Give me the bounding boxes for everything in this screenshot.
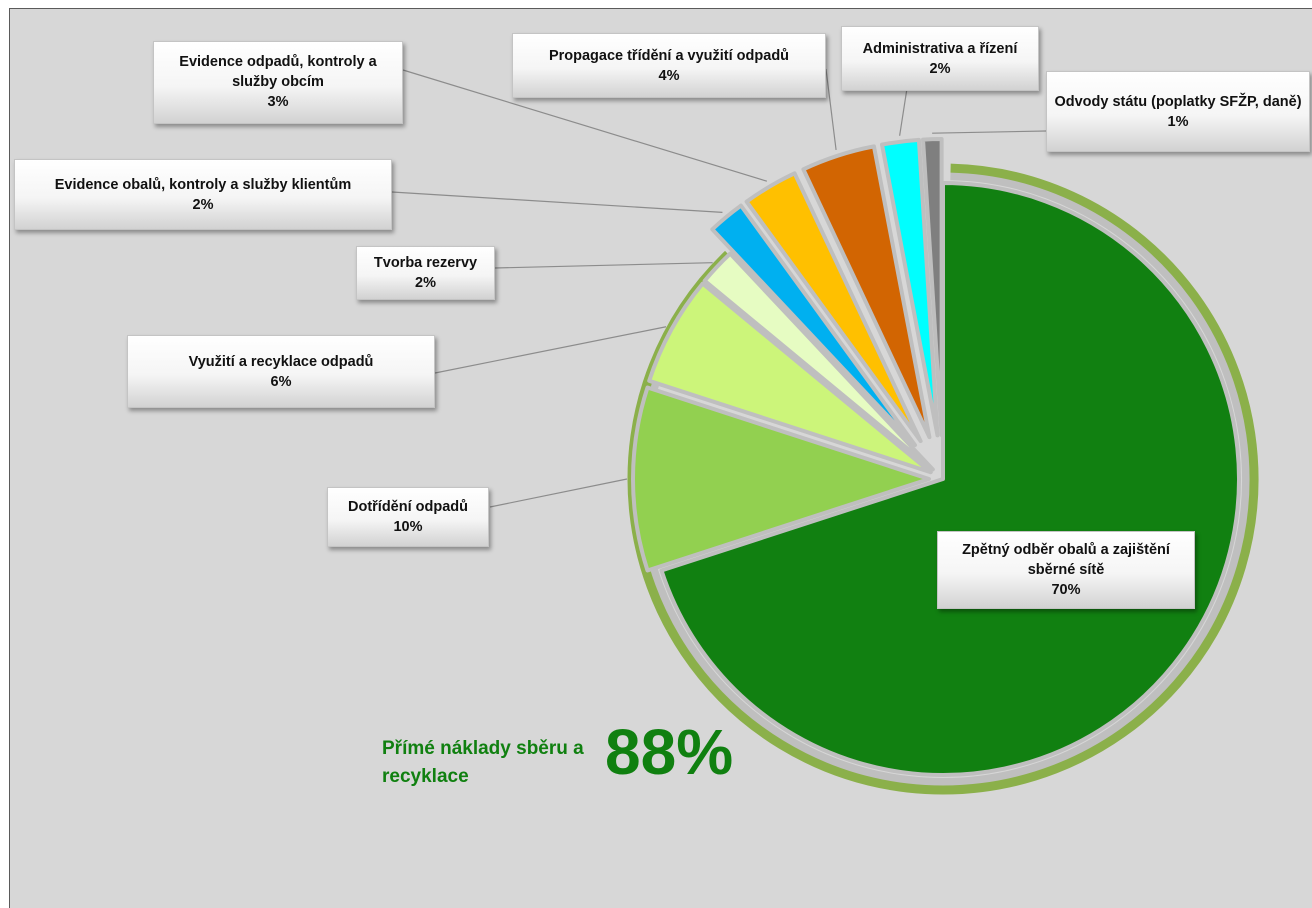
pie-slice-packaging-records bbox=[710, 203, 917, 448]
slice-label-text: Zpětný odběr obalů a zajištění sběrné sí… bbox=[962, 542, 1170, 578]
slice-label-sorting: Dotřídění odpadů 10% bbox=[327, 487, 489, 547]
slice-label-promotion: Propagace třídění a využití odpadů 4% bbox=[512, 33, 826, 98]
direct-costs-value: 88% bbox=[605, 716, 734, 788]
slice-label-text: Dotřídění odpadů bbox=[347, 499, 468, 515]
slice-label-value: 1% bbox=[1167, 113, 1189, 130]
slice-label-value: 2% bbox=[415, 275, 436, 291]
slice-label-value: 2% bbox=[192, 196, 214, 213]
slice-label-value: 3% bbox=[267, 93, 289, 110]
leader-line-promotion bbox=[825, 68, 837, 151]
slice-label-text: Propagace třídění a využití odpadů bbox=[548, 47, 790, 64]
slice-label-text: Evidence obalů, kontroly a služby klient… bbox=[54, 176, 352, 193]
pie-slice-waste-records bbox=[744, 171, 923, 444]
slice-label-reserve: Tvorba rezervy 2% bbox=[356, 246, 495, 300]
pie-slice-recycling bbox=[647, 281, 933, 475]
pie-slice-promotion bbox=[801, 144, 932, 440]
pie-slices bbox=[631, 137, 1241, 777]
slice-label-waste-records: Evidence odpadů, kontroly a služby obcím… bbox=[153, 41, 403, 124]
leader-line-reserve bbox=[494, 262, 713, 269]
slice-label-administration: Administrativa a řízení 2% bbox=[841, 26, 1039, 91]
slice-label-value: 2% bbox=[929, 60, 951, 77]
slice-label-value: 4% bbox=[658, 67, 680, 84]
slice-label-recycling: Využití a recyklace odpadů 6% bbox=[127, 335, 435, 408]
pie-chart bbox=[391, 68, 1259, 795]
slice-label-value: 70% bbox=[1051, 582, 1081, 598]
direct-costs-text: Přímé náklady sběru a recyklace bbox=[382, 738, 584, 787]
leader-line-packaging-records bbox=[391, 191, 723, 214]
slice-label-state-levies: Odvody státu (poplatky SFŽP, daně) 1% bbox=[1046, 71, 1310, 152]
pie-slice-reserve bbox=[702, 251, 935, 472]
slice-label-value: 10% bbox=[393, 519, 423, 535]
slice-label-collection: Zpětný odběr obalů a zajištění sběrné sí… bbox=[937, 531, 1195, 609]
pie-slice-administration bbox=[880, 137, 940, 438]
slice-label-text: Využití a recyklace odpadů bbox=[188, 353, 374, 370]
slice-label-packaging-records: Evidence obalů, kontroly a služby klient… bbox=[14, 159, 392, 230]
slice-label-text: Odvody státu (poplatky SFŽP, daně) bbox=[1054, 93, 1302, 110]
pie-slice-collection bbox=[659, 181, 1241, 777]
leader-line-waste-records bbox=[402, 69, 768, 182]
pie-slice-sorting bbox=[631, 385, 931, 573]
leader-line-recycling bbox=[434, 326, 667, 374]
pie-slice-state-levies bbox=[921, 137, 944, 438]
leader-line-sorting bbox=[489, 478, 628, 508]
slice-label-text: Administrativa a řízení bbox=[862, 40, 1018, 57]
slice-label-text: Evidence odpadů, kontroly a služby obcím bbox=[179, 53, 377, 90]
slice-label-text: Tvorba rezervy bbox=[373, 255, 478, 271]
leader-line-state-levies bbox=[932, 130, 1047, 134]
slice-label-value: 6% bbox=[270, 373, 292, 390]
leader-lines bbox=[391, 68, 1047, 508]
chart-frame: Zpětný odběr obalů a zajištění sběrné sí… bbox=[9, 8, 1312, 908]
